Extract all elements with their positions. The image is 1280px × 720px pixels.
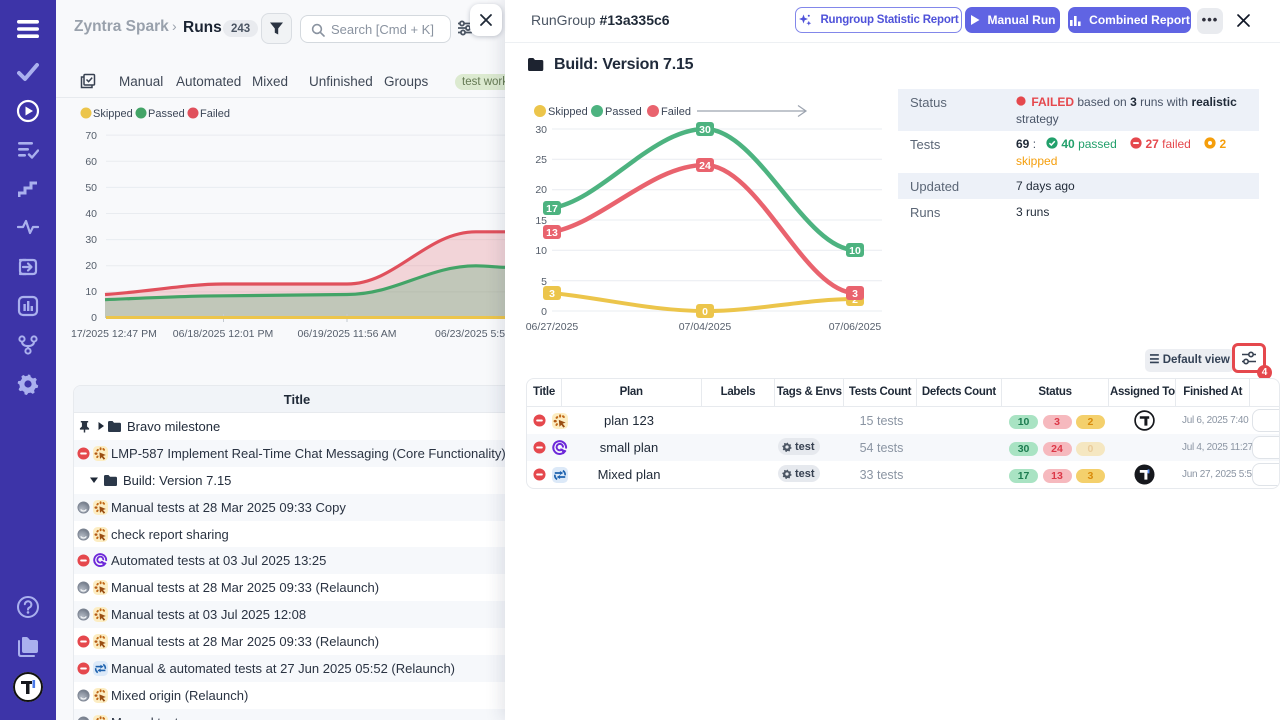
svg-text:Passed: Passed (605, 106, 642, 118)
svg-text:25: 25 (535, 154, 547, 166)
svg-text:60: 60 (85, 156, 97, 168)
svg-text:50: 50 (85, 182, 97, 194)
svg-text:30: 30 (535, 124, 547, 136)
svg-text:10: 10 (85, 286, 97, 298)
svg-text:06/23/2025 5:52 P: 06/23/2025 5:52 P (435, 328, 505, 340)
svg-text:13: 13 (546, 227, 558, 239)
svg-text:70: 70 (85, 130, 97, 142)
svg-text:17: 17 (546, 203, 558, 215)
svg-text:17/2025 12:47 PM: 17/2025 12:47 PM (71, 328, 157, 340)
svg-text:0: 0 (91, 312, 97, 324)
svg-text:Failed: Failed (200, 108, 230, 120)
svg-text:Failed: Failed (661, 106, 691, 118)
svg-text:3: 3 (852, 288, 858, 300)
svg-text:0: 0 (702, 306, 708, 318)
svg-text:Skipped: Skipped (548, 106, 588, 118)
svg-text:Passed: Passed (148, 108, 185, 120)
svg-text:24: 24 (699, 160, 711, 172)
svg-text:20: 20 (85, 260, 97, 272)
svg-text:06/19/2025 11:56 AM: 06/19/2025 11:56 AM (297, 328, 396, 340)
svg-text:40: 40 (85, 208, 97, 220)
svg-text:10: 10 (849, 245, 861, 257)
svg-text:0: 0 (541, 306, 547, 318)
svg-text:10: 10 (535, 245, 547, 257)
svg-text:5: 5 (541, 276, 547, 288)
svg-text:06/18/2025 12:01 PM: 06/18/2025 12:01 PM (173, 328, 273, 340)
svg-text:07/06/2025: 07/06/2025 (829, 321, 882, 333)
svg-text:30: 30 (85, 234, 97, 246)
svg-text:3: 3 (549, 288, 555, 300)
svg-text:06/27/2025: 06/27/2025 (526, 321, 579, 333)
svg-text:Skipped: Skipped (93, 108, 133, 120)
svg-text:20: 20 (535, 184, 547, 196)
svg-text:30: 30 (699, 124, 711, 136)
svg-text:15: 15 (535, 215, 547, 227)
svg-text:07/04/2025: 07/04/2025 (679, 321, 732, 333)
